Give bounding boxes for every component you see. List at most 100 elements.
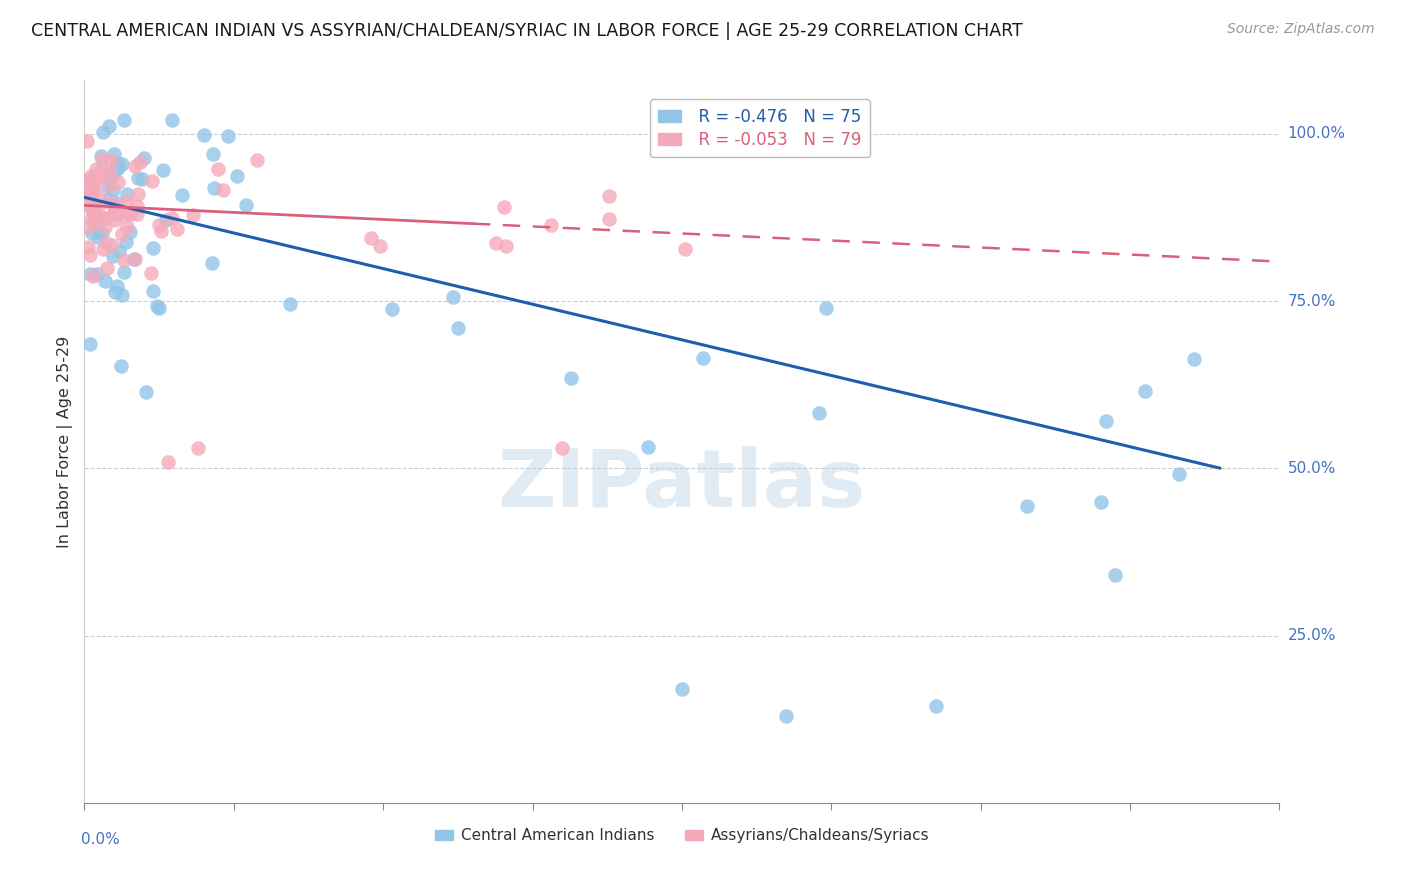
Point: [83, 181, 105, 195]
Point: [94, 235, 117, 250]
Point: [120, 207, 142, 221]
Point: [127, 187, 149, 202]
Point: [90, 149, 112, 163]
Point: [152, 162, 174, 177]
Text: ZIPatlas: ZIPatlas: [498, 446, 866, 524]
Point: [83, 216, 105, 230]
Y-axis label: In Labor Force | Age 25-29: In Labor Force | Age 25-29: [58, 335, 73, 548]
Point: [114, 208, 136, 222]
Point: [82, 176, 104, 190]
Point: [83, 198, 105, 212]
Point: [112, 253, 135, 268]
Point: [1182, 352, 1205, 367]
Point: [79, 336, 101, 351]
Point: [775, 708, 797, 723]
Point: [91, 152, 114, 166]
Point: [100, 178, 122, 192]
Point: [120, 225, 142, 239]
Point: [91, 125, 114, 139]
Point: [98, 170, 121, 185]
Point: [86, 169, 108, 184]
Point: [87, 188, 110, 202]
Point: [131, 172, 153, 186]
Point: [278, 296, 301, 310]
Point: [105, 202, 128, 216]
Point: [79, 188, 101, 202]
Point: [112, 265, 135, 279]
Point: [207, 161, 229, 176]
Point: [80, 212, 103, 227]
Point: [814, 301, 837, 315]
Point: [79, 268, 101, 282]
Point: [80, 169, 103, 183]
Point: [1090, 495, 1112, 509]
Point: [91, 243, 114, 257]
Point: [485, 236, 508, 251]
Point: [1133, 384, 1156, 399]
Text: 75.0%: 75.0%: [1288, 293, 1336, 309]
Point: [103, 206, 125, 220]
Point: [87, 211, 110, 225]
Point: [381, 301, 404, 316]
Point: [492, 200, 515, 214]
Point: [925, 698, 948, 713]
Point: [148, 301, 170, 315]
Point: [155, 212, 177, 227]
Point: [101, 238, 124, 252]
Point: [98, 192, 121, 206]
Point: [110, 227, 132, 242]
Point: [82, 207, 104, 221]
Point: [1095, 414, 1118, 428]
Point: [598, 211, 620, 226]
Point: [82, 268, 104, 283]
Point: [160, 113, 183, 128]
Point: [112, 113, 135, 128]
Point: [79, 248, 101, 262]
Point: [115, 235, 138, 249]
Point: [105, 279, 128, 293]
Point: [692, 351, 714, 366]
Point: [104, 212, 127, 227]
Point: [76, 198, 98, 212]
Text: CENTRAL AMERICAN INDIAN VS ASSYRIAN/CHALDEAN/SYRIAC IN LABOR FORCE | AGE 25-29 C: CENTRAL AMERICAN INDIAN VS ASSYRIAN/CHAL…: [31, 22, 1022, 40]
Point: [103, 165, 125, 179]
Point: [637, 441, 659, 455]
Point: [108, 204, 131, 219]
Point: [115, 187, 138, 202]
Text: Source: ZipAtlas.com: Source: ZipAtlas.com: [1227, 22, 1375, 37]
Point: [104, 207, 127, 221]
Point: [246, 153, 269, 167]
Point: [111, 157, 134, 171]
Point: [551, 442, 574, 455]
Point: [127, 170, 149, 185]
Point: [76, 220, 98, 235]
Point: [134, 385, 156, 400]
Point: [142, 284, 165, 298]
Point: [100, 196, 122, 211]
Point: [77, 182, 100, 196]
Point: [360, 231, 382, 245]
Point: [87, 197, 110, 211]
Point: [166, 222, 188, 236]
Point: [141, 174, 163, 188]
Point: [129, 155, 152, 169]
Point: [125, 207, 148, 221]
Point: [91, 211, 114, 225]
Point: [181, 208, 204, 222]
Point: [105, 156, 128, 170]
Point: [107, 195, 129, 210]
Point: [84, 161, 107, 176]
Point: [77, 172, 100, 186]
Point: [671, 681, 693, 696]
Point: [368, 239, 391, 253]
Point: [142, 241, 165, 255]
Point: [107, 175, 129, 189]
Point: [598, 188, 620, 202]
Point: [807, 407, 830, 421]
Point: [172, 188, 194, 202]
Point: [103, 201, 125, 215]
Point: [125, 199, 148, 213]
Point: [226, 169, 249, 183]
Legend: Central American Indians, Assyrians/Chaldeans/Syriacs: Central American Indians, Assyrians/Chal…: [429, 822, 935, 849]
Point: [76, 240, 98, 254]
